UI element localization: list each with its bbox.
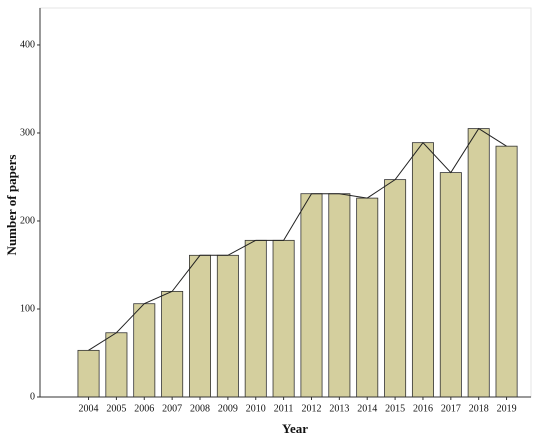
bar xyxy=(411,142,434,398)
x-tick-label: 2014 xyxy=(357,403,377,414)
bar xyxy=(105,332,128,398)
x-tick-label: 2013 xyxy=(329,403,349,414)
bar xyxy=(189,254,211,398)
x-tick-label: 2004 xyxy=(79,403,99,414)
bar xyxy=(77,349,100,398)
x-tick-label: 2019 xyxy=(497,403,517,414)
y-tick-label: 400 xyxy=(20,39,35,50)
bar xyxy=(272,239,295,398)
y-tick-label: 0 xyxy=(30,391,35,402)
marks xyxy=(77,127,518,398)
x-tick-label: 2005 xyxy=(106,403,126,414)
bar xyxy=(300,193,323,398)
bar xyxy=(467,128,490,398)
bar xyxy=(216,254,239,398)
y-tick-label: 300 xyxy=(20,127,35,138)
x-tick-label: 2009 xyxy=(218,403,238,414)
y-tick-label: 100 xyxy=(20,303,35,314)
bar xyxy=(244,239,267,398)
bar xyxy=(384,179,407,398)
bar xyxy=(495,145,518,398)
x-tick-label: 2015 xyxy=(385,403,405,414)
x-tick-label: 2012 xyxy=(301,403,321,414)
x-tick-label: 2007 xyxy=(162,403,182,414)
bar xyxy=(439,172,462,398)
y-axis-title: Number of papers xyxy=(4,155,19,256)
x-axis-title: Year xyxy=(282,421,308,436)
bar xyxy=(328,193,351,398)
bar xyxy=(356,197,379,398)
x-tick-label: 2006 xyxy=(134,403,154,414)
x-tick-label: 2008 xyxy=(190,403,210,414)
x-tick-label: 2010 xyxy=(246,403,266,414)
x-tick-label: 2017 xyxy=(441,403,461,414)
y-tick-label: 200 xyxy=(20,215,35,226)
x-tick-label: 2016 xyxy=(413,403,433,414)
bar xyxy=(161,290,184,398)
trend-line xyxy=(88,127,507,351)
bar xyxy=(133,303,156,398)
x-tick-label: 2011 xyxy=(274,403,294,414)
x-tick-label: 2018 xyxy=(469,403,489,414)
